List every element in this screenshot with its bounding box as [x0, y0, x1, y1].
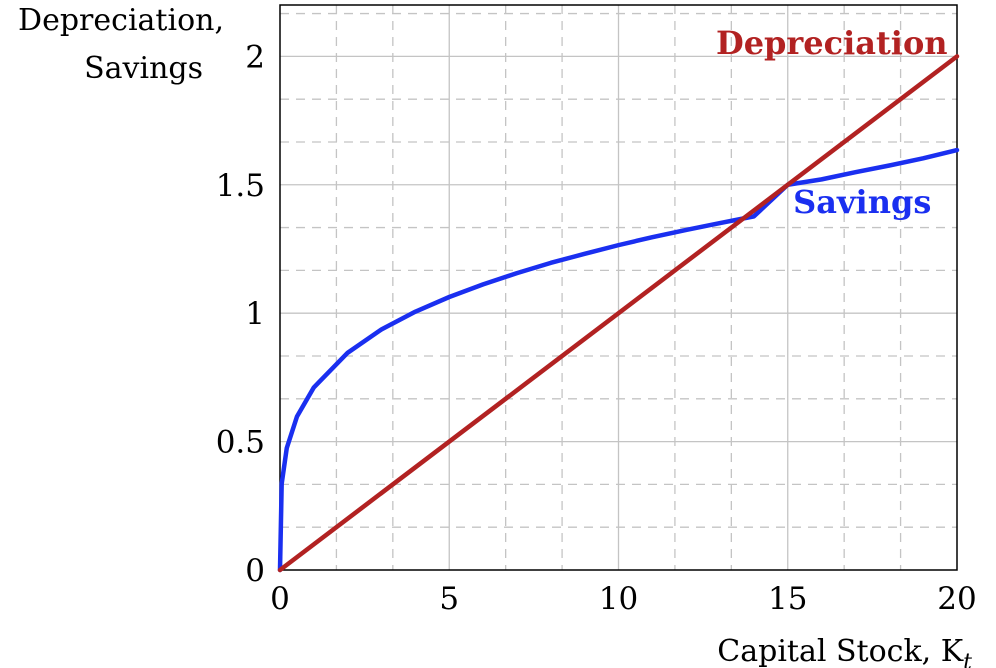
- series-annotations: Depreciation Savings: [716, 24, 948, 221]
- series-label-savings: Savings: [793, 183, 931, 221]
- x-tick-label: 10: [599, 581, 638, 617]
- x-axis-title-main: Capital Stock, K: [717, 634, 963, 668]
- x-tick-label: 5: [439, 581, 459, 617]
- y-tick-labels: 0 0.5 1 1.5 2: [216, 39, 265, 589]
- y-tick-label: 0.5: [216, 425, 265, 461]
- x-tick-label: 20: [937, 581, 976, 617]
- y-tick-label: 1.5: [216, 168, 265, 204]
- y-tick-label: 2: [245, 39, 265, 75]
- plot-frame: [279, 4, 958, 571]
- x-axis-title-subscript: t: [963, 650, 972, 668]
- x-axis-title: Capital Stock, Kt: [717, 634, 972, 668]
- series-label-depreciation: Depreciation: [716, 24, 948, 62]
- grid: [280, 5, 957, 570]
- x-tick-labels: 0 5 10 15 20: [270, 581, 977, 617]
- series-line-depreciation: [277, 54, 960, 573]
- y-tick-label: 1: [245, 296, 265, 332]
- y-axis-title-line1: Depreciation,: [18, 3, 224, 38]
- series-layer: [277, 54, 960, 573]
- x-tick-label: 15: [768, 581, 807, 617]
- y-tick-label: 0: [245, 553, 265, 589]
- series-line-savings: [277, 147, 960, 573]
- y-axis-title-line2: Savings: [84, 51, 203, 86]
- x-tick-label: 0: [270, 581, 290, 617]
